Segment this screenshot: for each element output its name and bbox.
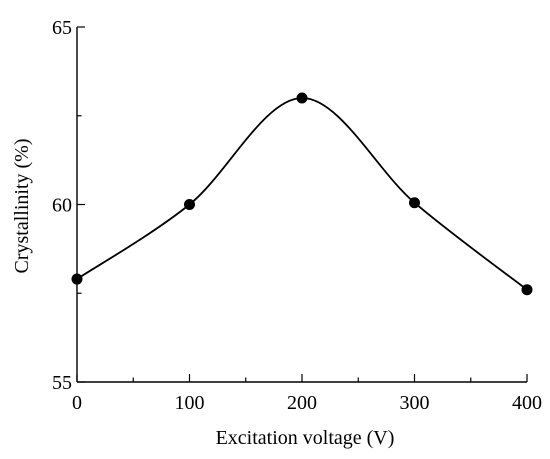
- plot-area: [71, 92, 533, 296]
- y-ticks: 55 60 65: [52, 17, 85, 394]
- data-point: [521, 284, 533, 296]
- x-ticks: 0 100 200 300 400: [72, 374, 542, 414]
- axes: [76, 27, 527, 383]
- series-line: [76, 97, 528, 291]
- y-tick-label: 55: [52, 372, 72, 394]
- x-tick-label: 200: [287, 392, 317, 414]
- x-tick-label: 100: [175, 392, 205, 414]
- x-tick-label: 0: [72, 392, 82, 414]
- x-tick-label: 300: [400, 392, 430, 414]
- x-axis-title: Excitation voltage (V): [216, 427, 395, 449]
- y-tick-label: 65: [52, 17, 72, 39]
- data-point: [409, 197, 420, 209]
- y-tick-label: 60: [52, 195, 72, 217]
- x-tick-label: 400: [512, 392, 542, 414]
- data-point: [184, 199, 195, 210]
- y-axis-title: Crystallinity (%): [11, 139, 33, 274]
- data-point: [296, 92, 308, 104]
